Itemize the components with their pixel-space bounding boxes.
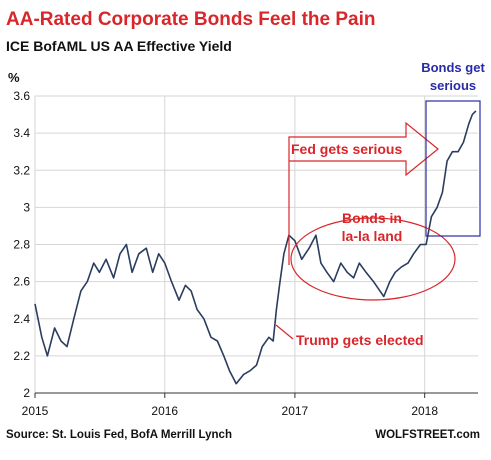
annotation-bonds-get: Bonds get <box>421 60 485 75</box>
gridlines <box>34 95 478 393</box>
bonds-get-serious-box <box>425 100 481 237</box>
y-tick-label: 3.4 <box>13 126 30 140</box>
source-note: Source: St. Louis Fed, BofA Merrill Lync… <box>6 429 232 441</box>
annotation-bonds-in: Bonds in <box>342 210 402 226</box>
x-tick-label: 2015 <box>22 404 49 418</box>
fed-gets-serious-arrow <box>288 121 439 265</box>
chart-subtitle: ICE BofAML US AA Effective Yield <box>6 38 232 54</box>
series-line-aa-yield <box>34 110 477 385</box>
y-tick-label: 2.8 <box>13 238 30 252</box>
y-tick-labels: 2 2.2 2.4 2.6 2.8 3 3.2 3.4 3.6 <box>13 89 30 400</box>
brand-watermark: WOLFSTREET.com <box>375 429 480 441</box>
x-tick-label: 2018 <box>411 404 438 418</box>
y-tick-label: 3.2 <box>13 163 30 177</box>
la-la-land-ellipse <box>290 217 456 301</box>
chart-title: AA-Rated Corporate Bonds Feel the Pain <box>6 9 376 30</box>
trump-elected-pointer <box>275 324 294 340</box>
x-tick-label: 2016 <box>151 404 178 418</box>
y-tick-label: 2.4 <box>13 312 30 326</box>
y-tick-label: 3 <box>23 200 30 214</box>
x-tick-label: 2017 <box>282 404 309 418</box>
annotation-la-la-land: la-la land <box>342 228 403 244</box>
annotation-serious: serious <box>430 78 476 93</box>
y-axis-unit: % <box>8 70 20 85</box>
x-tick-labels: 2015 2016 2017 2018 <box>22 393 438 418</box>
y-tick-label: 2.6 <box>13 275 30 289</box>
annotation-trump-gets-elected: Trump gets elected <box>296 332 424 348</box>
y-tick-label: 2 <box>23 386 30 400</box>
y-tick-label: 2.2 <box>13 349 30 363</box>
annotation-fed-gets-serious: Fed gets serious <box>291 141 402 157</box>
y-tick-label: 3.6 <box>13 89 30 103</box>
